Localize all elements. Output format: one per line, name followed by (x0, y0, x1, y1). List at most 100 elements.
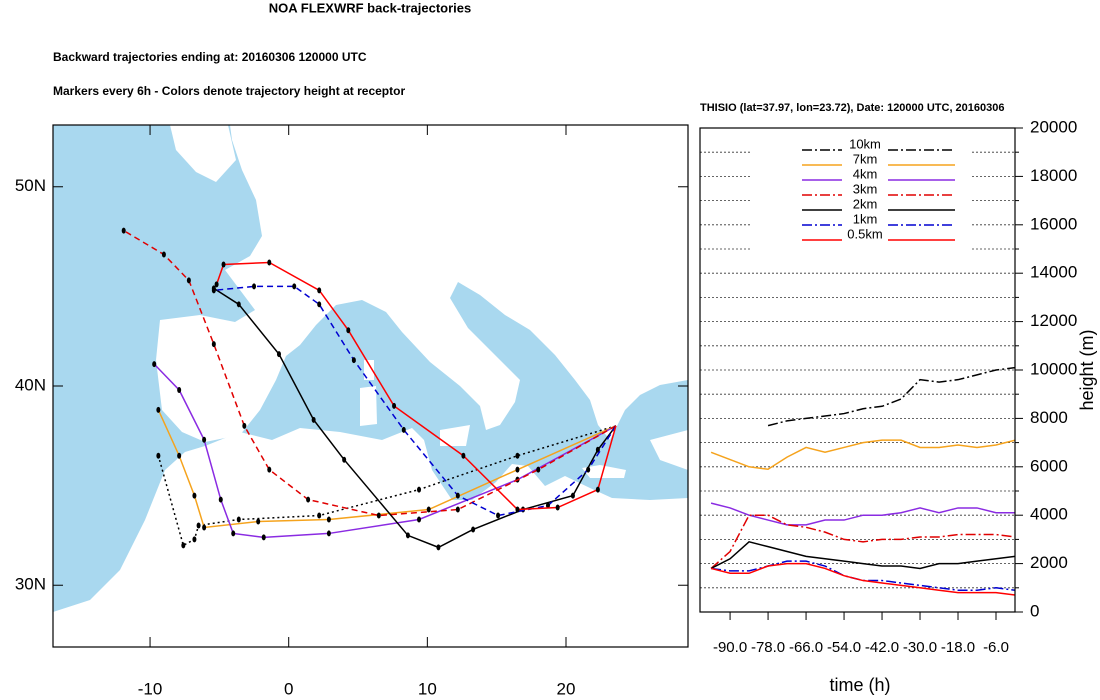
trajectory-marker (595, 446, 600, 453)
trajectory-marker (267, 466, 272, 473)
height-line (710, 562, 1015, 596)
legend-label: 3km (853, 181, 878, 196)
height-line (710, 502, 1015, 526)
x-axis-label: time (h) (829, 675, 890, 695)
trajectory-marker (586, 466, 591, 473)
trajectory-marker (545, 502, 550, 509)
trajectory-marker (436, 544, 441, 551)
y-tick-label: 50N (15, 176, 46, 195)
y-tick-label: 16000 (1030, 214, 1077, 233)
trajectory-marker (231, 530, 236, 537)
y-tick-label: 2000 (1030, 553, 1068, 572)
y-tick-label: 14000 (1030, 263, 1077, 282)
trajectory-marker (236, 301, 241, 308)
x-tick-label: -90.0 (713, 639, 747, 656)
y-tick-label: 30N (15, 575, 46, 594)
height-lines (710, 366, 1015, 596)
trajectory-marker (177, 386, 182, 393)
legend-label: 4km (853, 166, 878, 181)
annotation: Markers every 6h - Colors denote traject… (53, 84, 405, 98)
trajectory-marker (152, 361, 157, 368)
trajectory-marker (276, 351, 281, 358)
trajectory-marker (471, 526, 476, 533)
subtitle: Backward trajectories ending at: 2016030… (53, 50, 367, 64)
x-tick-label: -6.0 (983, 639, 1009, 656)
trajectory-marker (192, 536, 197, 543)
trajectory-marker (202, 436, 207, 443)
trajectory-marker (181, 542, 186, 549)
trajectory-marker (376, 512, 381, 519)
trajectory-marker (261, 534, 266, 541)
trajectory-marker (401, 426, 406, 433)
trajectory-marker (326, 530, 331, 537)
height-line (710, 514, 1015, 569)
plot-title: THISIO (lat=37.97, lon=23.72), Date: 120… (700, 102, 1005, 114)
trajectory-marker (256, 518, 261, 525)
trajectory-marker (311, 416, 316, 423)
figure-title: NOA FLEXWRF back-trajectories (269, 0, 472, 15)
trajectory-marker (555, 504, 560, 511)
trajectory-marker (515, 466, 520, 473)
trajectory-marker (242, 422, 247, 429)
y-tick-label: 12000 (1030, 311, 1077, 330)
trajectory-marker (196, 522, 201, 529)
trajectory-marker (392, 402, 397, 409)
legend-label: 0.5km (847, 226, 882, 241)
height-line (710, 439, 1015, 470)
y-tick-label: 18000 (1030, 166, 1077, 185)
x-tick-label: 10 (418, 679, 437, 698)
trajectory-marker (252, 283, 257, 290)
trajectory-marker (211, 341, 216, 348)
trajectory (213, 285, 617, 517)
x-tick-label: 0 (284, 679, 293, 698)
x-tick-label: -66.0 (789, 639, 823, 656)
trajectory (213, 287, 617, 549)
trajectory-marker (161, 251, 166, 258)
land (364, 360, 374, 380)
trajectory (153, 363, 617, 539)
trajectory-marker (326, 516, 331, 523)
trajectory-marker (211, 287, 216, 294)
x-tick-label: -54.0 (827, 639, 861, 656)
trajectory-marker (455, 506, 460, 513)
trajectory-marker (177, 452, 182, 459)
trajectory-marker (267, 259, 272, 266)
trajectory-marker (156, 406, 161, 413)
trajectory-marker (186, 277, 191, 284)
trajectory-marker (515, 452, 520, 459)
trajectory-marker (595, 486, 600, 493)
trajectory-marker (156, 452, 161, 459)
trajectory-marker (121, 227, 126, 234)
trajectory-marker (536, 466, 541, 473)
trajectory-marker (214, 281, 219, 288)
trajectory-marker (346, 327, 351, 334)
legend-label: 7km (853, 151, 878, 166)
x-tick-label: -10 (138, 679, 163, 698)
trajectory-marker (342, 456, 347, 463)
y-tick-label: 0 (1030, 601, 1039, 620)
y-tick-label: 8000 (1030, 408, 1068, 427)
y-axis-label: height (m) (1077, 329, 1097, 410)
legend-label: 10km (849, 136, 881, 151)
trajectory-marker (192, 492, 197, 499)
land (156, 125, 688, 442)
trajectory-marker (405, 532, 410, 539)
land (582, 465, 626, 478)
land (440, 425, 470, 446)
x-tick-label: -18.0 (941, 639, 975, 656)
trajectories (121, 227, 617, 551)
x-tick-label: -42.0 (865, 639, 899, 656)
land (360, 386, 377, 426)
x-tick-label: -30.0 (903, 639, 937, 656)
trajectory-marker (306, 496, 311, 503)
y-tick-label: 6000 (1030, 456, 1068, 475)
trajectory-marker (417, 486, 422, 493)
trajectory-marker (221, 261, 226, 268)
height-line (767, 366, 1015, 427)
land (650, 430, 688, 470)
trajectory-marker (292, 283, 297, 290)
legend-background (752, 140, 972, 252)
